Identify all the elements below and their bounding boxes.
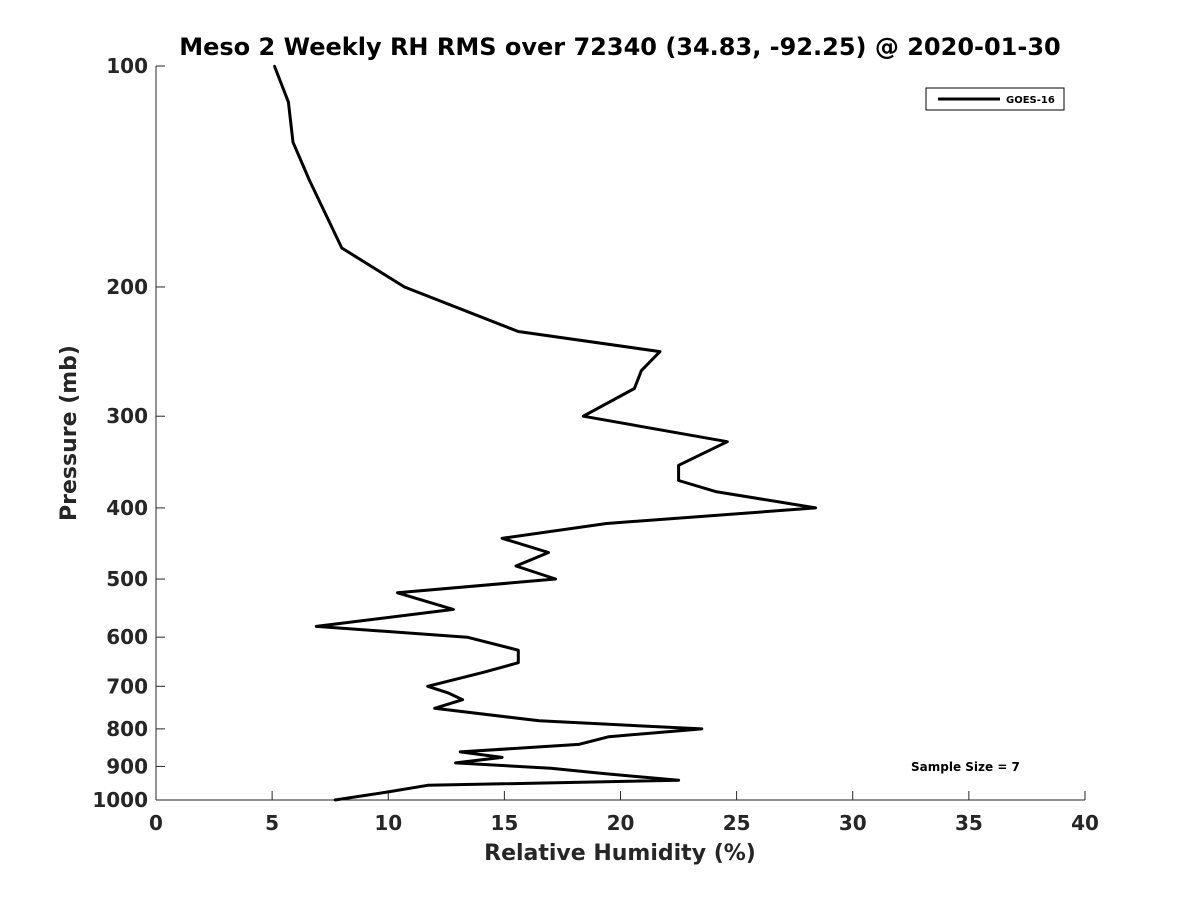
data-point [582,415,585,418]
y-tick-label: 300 [106,404,148,428]
data-point [577,743,580,746]
data-point [538,719,541,722]
data-point [461,698,464,701]
x-tick-label: 30 [839,811,867,835]
data-point [726,440,729,443]
data-point [454,761,457,765]
x-tick-label: 15 [490,811,518,835]
sample-size-annotation: Sample Size = 7 [911,760,1020,774]
data-point [658,350,662,353]
data-point [514,564,518,568]
data-point [387,790,390,794]
data-point [426,784,429,787]
data-point [714,490,717,493]
ticks: 0 5 10 15 20 25 30 35 40 100 200 300 400 500 600 700 800… [92,54,1099,835]
data-point [287,100,290,104]
data-point [517,661,520,664]
y-tick-label: 700 [106,674,148,698]
y-tick-label: 400 [106,496,148,520]
data-point [403,285,406,289]
data-point [396,591,399,594]
y-tick-label: 600 [106,625,148,649]
data-point [482,671,485,674]
data-point [549,766,553,770]
data-point [315,625,318,628]
x-tick-label: 35 [955,811,983,835]
data-point [607,735,611,738]
series-line-goes-16 [273,65,818,802]
data-point [605,522,608,525]
data-point [466,635,469,639]
chart-title: Meso 2 Weekly RH RMS over 72340 (34.83, … [179,33,1061,61]
data-point [517,648,520,652]
x-tick-label: 25 [723,811,751,835]
y-tick-label: 800 [106,717,148,741]
x-tick-label: 40 [1071,811,1099,835]
data-point [433,707,436,710]
data-point [677,464,680,467]
x-tick-label: 10 [374,811,402,835]
data-point [600,772,604,775]
y-tick-label: 100 [106,54,148,78]
x-tick-label: 20 [607,811,635,835]
series-points [273,64,817,802]
x-tick-label: 0 [149,811,163,835]
data-point [426,685,429,688]
data-point [547,551,550,554]
data-point [273,64,276,68]
data-point [814,506,817,510]
data-point [677,779,680,782]
data-point [308,178,311,182]
y-tick-label: 200 [106,275,148,299]
data-point [340,246,343,250]
y-tick-label: 500 [106,567,148,591]
data-point [554,577,557,581]
legend-label-goes-16: GOES-16 [1006,95,1055,106]
data-point [640,369,643,372]
data-point [633,387,636,390]
axes [155,66,1085,801]
data-point [291,140,295,144]
data-point [677,479,680,482]
data-point [517,330,520,333]
y-tick-label: 1000 [92,788,148,812]
data-point [333,798,337,802]
data-point [500,537,504,540]
data-point [700,727,703,731]
legend: GOES-16 [925,87,1065,111]
data-point [447,691,450,695]
data-point [459,750,462,754]
y-tick-label: 900 [106,754,148,778]
data-point [500,756,504,759]
x-axis-label: Relative Humidity (%) [484,841,756,866]
x-tick-label: 5 [265,811,279,835]
data-point [452,608,455,611]
y-axis-label: Pressure (mb) [57,345,82,521]
